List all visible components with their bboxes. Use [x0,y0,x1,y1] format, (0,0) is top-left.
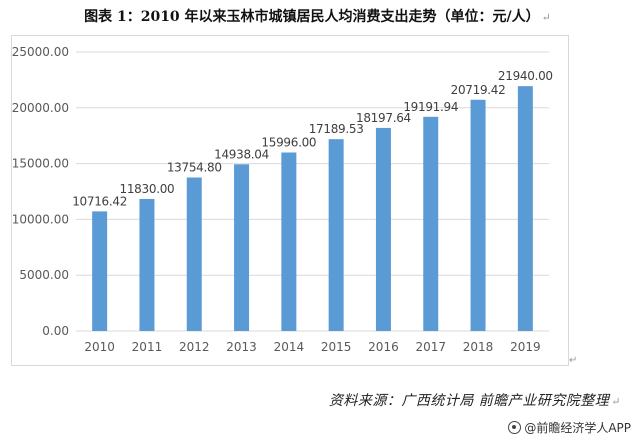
y-tick-label: 20000.00 [12,101,69,115]
x-tick-label: 2016 [368,340,399,354]
chart-title-text: 图表 1：2010 年以来玉林市城镇居民人均消费支出走势（单位：元/人） [84,9,540,25]
y-tick-label: 5000.00 [19,268,69,282]
data-label: 21940.00 [498,69,553,83]
bar [375,127,391,331]
data-label: 20719.42 [451,83,506,97]
bar-chart: 0.00 5000.00 10000.00 15000.00 20000.00 25000… [12,45,553,354]
bar [186,177,202,331]
bar [470,99,486,331]
paragraph-mark: ↵ [541,11,551,24]
data-label: 18197.64 [356,111,411,125]
source-note: 资料来源：广西统计局 前瞻产业研究院整理 ↵ [329,390,621,410]
y-tick-label: 25000.00 [12,45,69,59]
paragraph-mark: ↵ [611,395,621,408]
x-tick-label: 2014 [274,340,305,354]
watermark: @前瞻经济学人APP [508,419,631,436]
y-tick-label: 0.00 [42,324,69,338]
data-label: 10716.42 [72,194,127,208]
data-label: 15996.00 [261,135,316,149]
y-tick-label: 15000.00 [12,157,69,171]
paragraph-mark: ↵ [569,355,578,366]
data-label: 19191.94 [403,100,458,114]
bar [139,198,155,331]
bar [423,116,439,331]
chart-title: 图表 1：2010 年以来玉林市城镇居民人均消费支出走势（单位：元/人） ↵ [0,6,635,26]
x-tick-label: 2013 [226,340,257,354]
bar [281,152,297,331]
x-tick-label: 2017 [415,340,446,354]
data-label: 13754.80 [167,160,222,174]
brand-icon [508,421,522,434]
bar [234,164,250,331]
data-label: 11830.00 [120,182,175,196]
x-tick-label: 2018 [463,340,494,354]
data-label: 14938.04 [214,147,269,161]
source-text: 资料来源：广西统计局 前瞻产业研究院整理 [328,393,610,409]
x-tick-label: 2011 [132,340,163,354]
x-tick-label: 2019 [510,340,541,354]
y-tick-label: 10000.00 [12,212,69,226]
data-label: 17189.53 [309,122,364,136]
x-tick-label: 2010 [84,340,115,354]
bar [328,139,344,331]
chart-frame: 0.00 5000.00 10000.00 15000.00 20000.00 25000… [11,35,569,366]
x-tick-label: 2012 [179,340,210,354]
x-tick-label: 2015 [321,340,352,354]
watermark-text: @前瞻经济学人APP [524,421,631,435]
bar [92,211,108,331]
bar [517,86,533,331]
